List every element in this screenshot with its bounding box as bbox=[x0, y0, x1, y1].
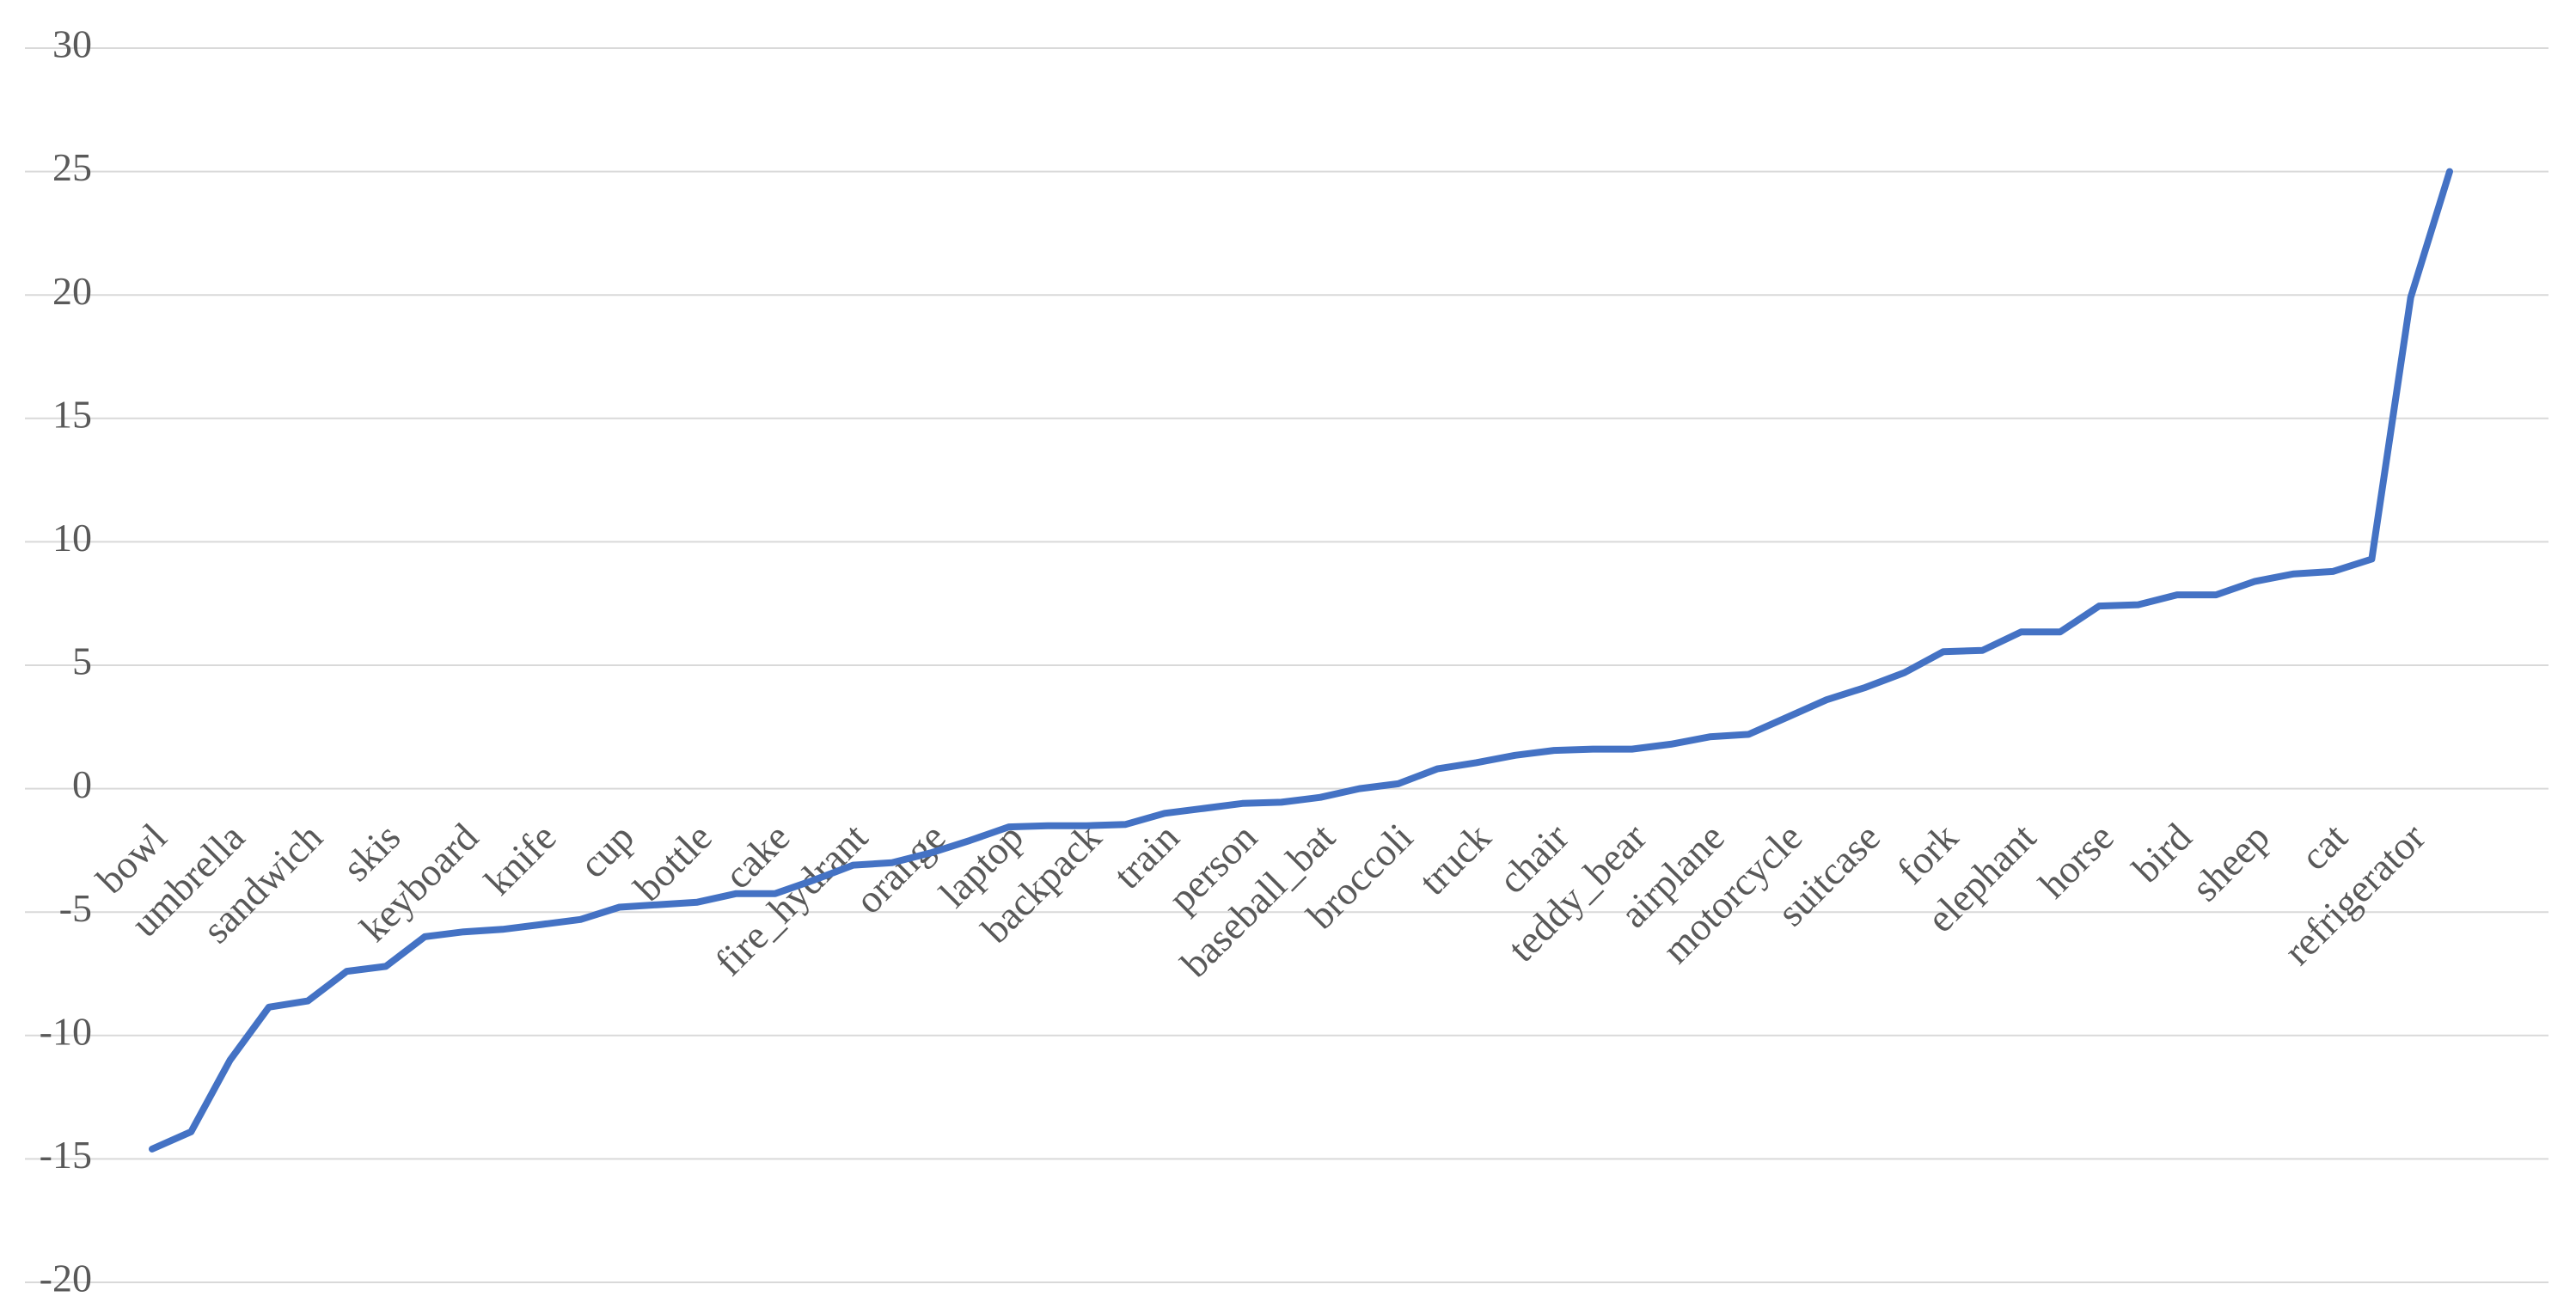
y-tick-label: 20 bbox=[52, 269, 92, 313]
y-tick-label: -20 bbox=[40, 1257, 92, 1300]
x-tick-label: knife bbox=[476, 815, 565, 903]
y-tick-label: 15 bbox=[52, 392, 92, 436]
x-tick-label: refrigerator bbox=[2275, 815, 2433, 973]
x-tick-label: sheep bbox=[2183, 815, 2278, 909]
y-tick-label: 5 bbox=[72, 639, 92, 683]
x-tick-label: horse bbox=[2030, 815, 2122, 907]
y-tick-label: 0 bbox=[72, 762, 92, 806]
y-tick-label: -10 bbox=[40, 1009, 92, 1053]
x-tick-label: orange bbox=[847, 815, 954, 922]
x-tick-label: truck bbox=[1410, 815, 1499, 903]
y-tick-label: -15 bbox=[40, 1133, 92, 1177]
y-tick-label: 30 bbox=[52, 22, 92, 66]
y-tick-label: 10 bbox=[52, 516, 92, 560]
y-tick-label: -5 bbox=[59, 886, 92, 930]
x-tick-label: bottle bbox=[626, 815, 720, 909]
series-line bbox=[149, 168, 2453, 1153]
x-tick-label: cat bbox=[2292, 815, 2356, 878]
y-tick-label: 25 bbox=[52, 145, 92, 189]
